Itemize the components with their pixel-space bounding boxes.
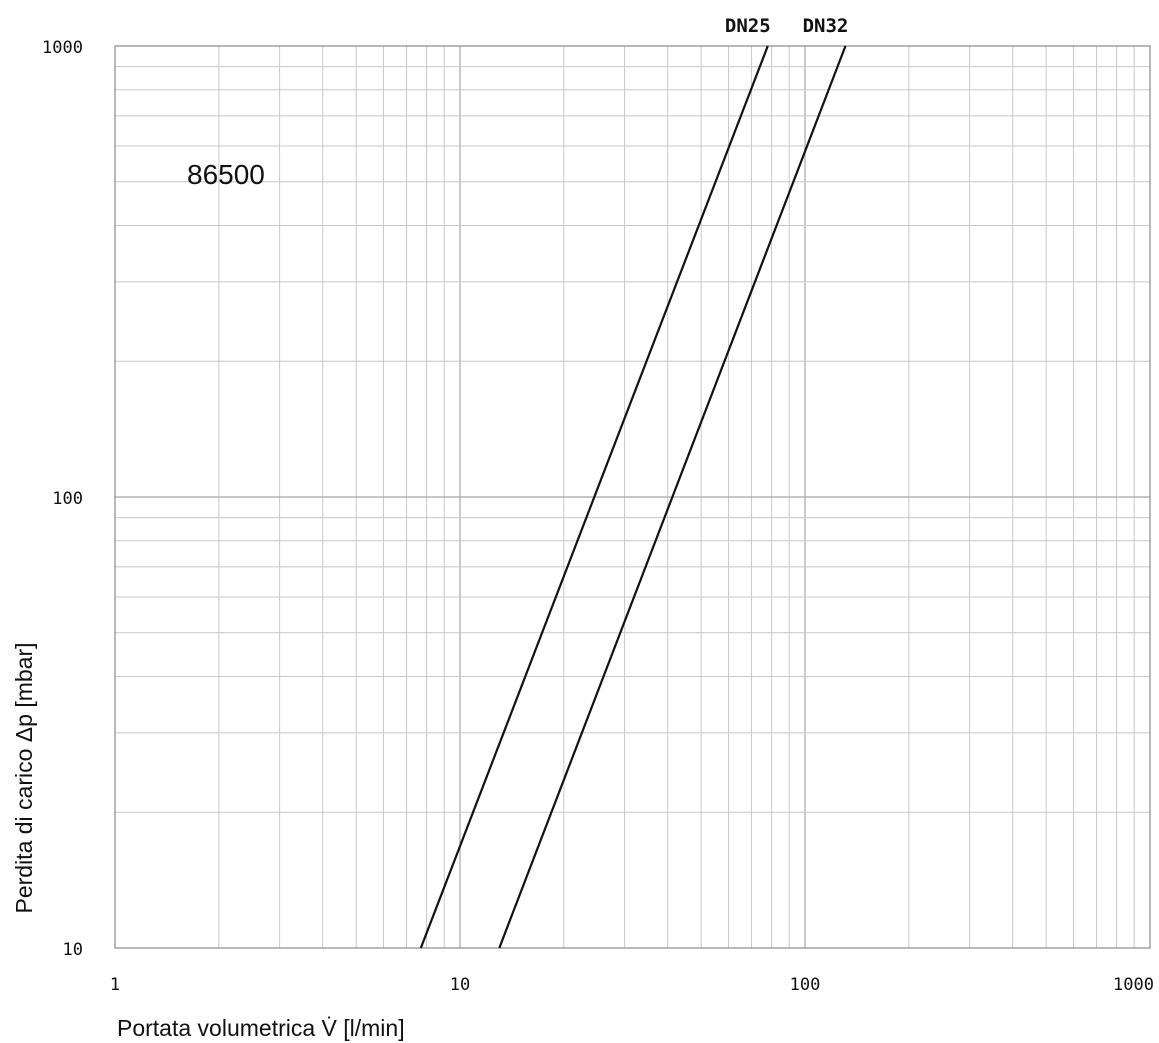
plot-frame	[114, 45, 1151, 949]
x-tick-label: 1	[110, 975, 120, 995]
series-line-dn32	[498, 45, 847, 949]
series-label-dn25: DN25	[725, 15, 771, 37]
x-axis-title: Portata volumetrica V̇ [l/min]	[117, 1015, 405, 1041]
series-label-dn32: DN32	[803, 15, 849, 37]
y-axis-title: Perdita di carico Δp [mbar]	[11, 642, 37, 913]
series-lines: DN25 DN32	[419, 15, 849, 949]
y-tick-label: 100	[52, 489, 83, 509]
x-tick-label: 10	[450, 975, 470, 995]
tick-labels: 1 10 100 1000 10 100 1000	[42, 38, 1154, 995]
x-tick-label: 100	[790, 975, 821, 995]
series-line-dn25	[419, 45, 769, 949]
x-tick-label: 1000	[1113, 975, 1154, 995]
y-tick-label: 10	[63, 940, 83, 960]
grid	[115, 46, 1150, 948]
product-code-annotation: 86500	[187, 159, 265, 190]
y-tick-label: 1000	[42, 38, 83, 58]
